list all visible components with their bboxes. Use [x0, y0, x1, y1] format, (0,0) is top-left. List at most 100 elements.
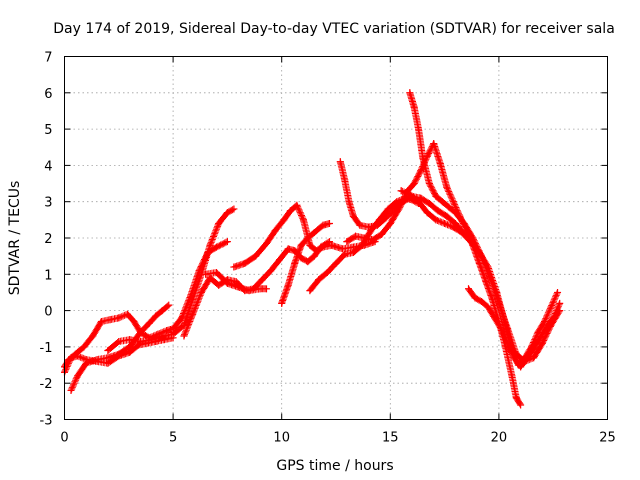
data-point — [230, 205, 238, 213]
data-point — [512, 394, 520, 402]
data-point — [152, 312, 160, 320]
data-point — [106, 316, 114, 324]
data-point — [299, 216, 307, 224]
series-arc-12 — [406, 89, 564, 365]
data-point — [497, 325, 505, 333]
data-point — [434, 207, 442, 215]
data-point — [501, 321, 509, 329]
data-point — [230, 263, 238, 271]
data-point — [341, 176, 349, 184]
data-point — [286, 207, 294, 215]
data-point — [137, 337, 145, 345]
x-tick-label: 10 — [273, 431, 290, 446]
data-point — [467, 238, 475, 246]
data-point — [556, 299, 564, 307]
series-arc-11 — [343, 140, 525, 409]
data-point — [358, 241, 366, 249]
series-marker-trail — [406, 89, 563, 365]
data-point — [345, 198, 353, 206]
y-tick-label: 2 — [44, 232, 52, 247]
data-point — [378, 230, 386, 238]
data-point — [306, 241, 314, 249]
data-point — [197, 288, 205, 296]
data-point — [115, 314, 123, 322]
data-point — [310, 252, 318, 260]
x-tick-label: 25 — [599, 431, 616, 446]
data-point — [415, 125, 423, 133]
data-point — [137, 328, 145, 336]
data-point — [419, 154, 427, 162]
data-point — [189, 310, 197, 318]
data-point — [332, 259, 340, 267]
y-axis-label: SDTVAR / TECUs — [7, 181, 23, 296]
data-point — [165, 301, 173, 309]
data-point — [115, 337, 123, 345]
data-point — [536, 334, 544, 342]
data-point — [415, 198, 423, 206]
data-point — [438, 198, 446, 206]
data-point — [471, 294, 479, 302]
data-point — [169, 330, 177, 338]
data-point — [271, 227, 279, 235]
series-layer — [61, 89, 564, 409]
series-arc-8 — [278, 219, 333, 307]
data-point — [443, 212, 451, 220]
data-point — [478, 298, 486, 306]
data-point — [304, 234, 312, 242]
data-point — [352, 232, 360, 240]
data-point — [382, 214, 390, 222]
data-point — [432, 216, 440, 224]
data-point — [160, 336, 168, 344]
data-point — [67, 386, 75, 394]
y-tick-label: 1 — [44, 268, 52, 283]
data-point — [158, 332, 166, 340]
data-point — [262, 285, 270, 293]
data-point — [319, 221, 327, 229]
series-arc-14 — [464, 285, 564, 371]
data-point — [491, 314, 499, 322]
data-point — [443, 183, 451, 191]
data-point — [397, 187, 405, 195]
data-point — [410, 180, 418, 188]
data-point — [386, 219, 394, 227]
data-point — [356, 221, 364, 229]
data-point — [328, 241, 336, 249]
data-point — [232, 278, 240, 286]
data-point — [436, 160, 444, 168]
data-point — [343, 238, 351, 246]
data-point — [541, 317, 549, 325]
data-point — [365, 223, 373, 231]
data-point — [460, 219, 468, 227]
grid — [64, 56, 608, 420]
data-point — [93, 356, 101, 364]
data-point — [451, 209, 459, 217]
data-point — [464, 285, 472, 293]
x-tick-label: 5 — [169, 431, 177, 446]
data-point — [158, 307, 166, 315]
data-point — [258, 276, 266, 284]
y-tick-label: 4 — [44, 159, 52, 174]
data-point — [504, 339, 512, 347]
data-point — [432, 192, 440, 200]
data-point — [80, 343, 88, 351]
data-point — [445, 203, 453, 211]
x-axis-label: GPS time / hours — [276, 458, 393, 474]
data-point — [449, 198, 457, 206]
data-point — [206, 241, 214, 249]
data-point — [215, 219, 223, 227]
data-point — [180, 332, 188, 340]
data-point — [517, 401, 525, 409]
data-point — [297, 241, 305, 249]
data-point — [115, 350, 123, 358]
data-point — [241, 259, 249, 267]
data-point — [339, 245, 347, 253]
data-point — [82, 359, 90, 367]
data-point — [449, 223, 457, 231]
data-point — [554, 288, 562, 296]
data-point — [493, 288, 501, 296]
data-point — [89, 332, 97, 340]
y-tick-label: -2 — [40, 377, 53, 392]
data-point — [280, 216, 288, 224]
data-point — [406, 190, 414, 198]
